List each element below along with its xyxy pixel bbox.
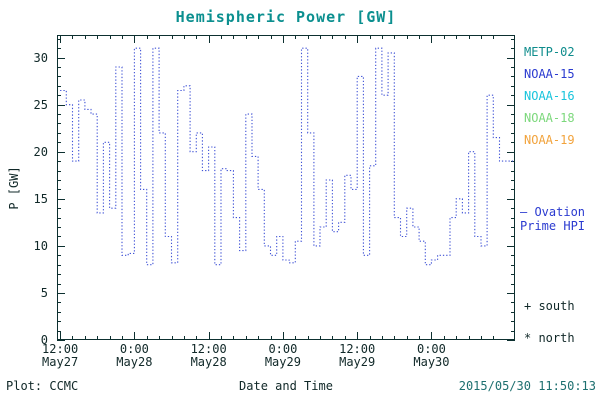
x-tick-time: 12:00 [339, 342, 376, 356]
legend-item-noaa16: NOAA-16 [524, 89, 575, 103]
ovation-label-line1: – Ovation [520, 205, 586, 219]
legend-item-metp02: METP-02 [524, 45, 575, 59]
x-tick-label: 12:00 May27 [28, 343, 92, 369]
x-axis-label: Date and Time [239, 379, 333, 393]
y-tick-label: 0 [40, 333, 48, 347]
y-axis-tick-labels: 0 5 10 15 20 25 30 [0, 35, 52, 347]
legend-item-noaa15: NOAA-15 [524, 67, 575, 81]
x-tick-date: May27 [42, 355, 79, 369]
y-tick-label: 30 [33, 50, 48, 65]
x-tick-date: May29 [339, 355, 376, 369]
north-marker-note: * north [524, 331, 575, 345]
y-tick-label: 10 [33, 238, 48, 253]
legend-item-noaa18: NOAA-18 [524, 111, 575, 125]
chart-title: Hemispheric Power [GW] [175, 8, 397, 26]
plot-credit: Plot: CCMC [6, 379, 79, 393]
x-axis-tick-labels: 12:00 May27 0:00 May28 12:00 May28 0:00 May29 12… [42, 343, 515, 371]
ovation-prime-hpi-label: – Ovation Prime HPI [520, 205, 598, 233]
timestamp: 2015/05/30 11:50:13 [458, 379, 596, 393]
ovation-label-line2: Prime HPI [520, 219, 586, 233]
x-tick-date: May30 [413, 355, 450, 369]
x-tick-time: 0:00 [268, 342, 298, 356]
legend-item-noaa19: NOAA-19 [524, 133, 575, 147]
south-marker-note: + south [524, 299, 575, 313]
x-tick-label: 12:00 May28 [177, 343, 241, 369]
y-tick-label: 20 [33, 144, 48, 159]
x-tick-date: May29 [264, 355, 301, 369]
x-tick-label: 0:00 May29 [251, 343, 315, 369]
x-tick-time: 0:00 [119, 342, 149, 356]
x-tick-time: 12:00 [190, 342, 227, 356]
x-tick-label: 12:00 May29 [325, 343, 389, 369]
x-tick-date: May28 [116, 355, 153, 369]
x-tick-label: 0:00 May28 [102, 343, 166, 369]
y-tick-label: 5 [40, 285, 48, 300]
satellite-legend: METP-02 NOAA-15 NOAA-16 NOAA-18 NOAA-19 [524, 44, 598, 154]
plot-area [57, 35, 515, 341]
y-tick-label: 15 [33, 191, 48, 206]
x-tick-date: May28 [190, 355, 227, 369]
x-tick-time: 0:00 [416, 342, 446, 356]
hpi-step-line [60, 47, 515, 266]
x-tick-label: 0:00 May30 [399, 343, 463, 369]
y-tick-label: 25 [33, 97, 48, 112]
x-tick-time: 12:00 [42, 342, 79, 356]
